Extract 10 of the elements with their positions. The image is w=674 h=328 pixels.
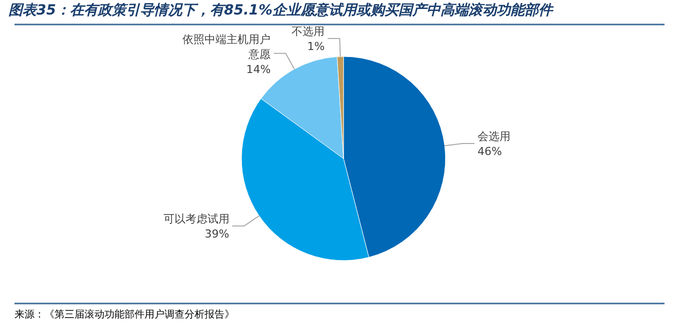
source-note: 来源：《第三届滚动功能部件用户调查分析报告》 <box>14 308 234 320</box>
slice-label: 不选用 <box>292 25 325 38</box>
slice-label: 可以考虑试用 <box>163 212 230 226</box>
data-label: 46% <box>478 144 502 158</box>
chart-title: 图表35：在有政策引导情况下，有85.1%企业愿意试用或购买国产中高端滚动功能部件 <box>8 2 555 18</box>
data-label: 39% <box>204 227 230 240</box>
data-label: 14% <box>246 62 271 76</box>
data-label: 1% <box>307 40 325 54</box>
slice-label: 依照中端主机用户意愿 <box>182 32 271 61</box>
slice-label: 会选用 <box>478 130 511 143</box>
